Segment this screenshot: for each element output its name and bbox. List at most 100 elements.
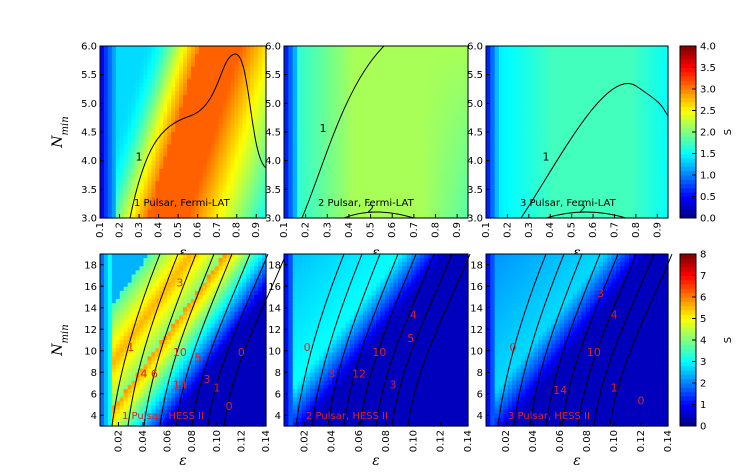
heatmap-cell [559, 99, 565, 104]
heatmap-cell [332, 115, 338, 121]
heatmap-cell [336, 74, 342, 80]
heatmap-cell [242, 205, 247, 211]
heatmap-cell [159, 107, 164, 113]
heatmap-cell [624, 119, 630, 125]
heatmap-cell [354, 127, 360, 133]
heatmap-cell [305, 86, 311, 92]
heatmap-cell [454, 197, 460, 203]
heatmap-cell [551, 119, 556, 125]
heatmap-cell [218, 119, 224, 125]
heatmap-cell [555, 181, 561, 186]
heatmap-cell [607, 111, 613, 117]
heatmap-cell [155, 62, 160, 68]
heatmap-cell [564, 197, 569, 203]
heatmap-cell [503, 164, 509, 170]
heatmap-cell [503, 111, 509, 117]
heatmap-cell [446, 115, 452, 121]
heatmap-cell [428, 103, 434, 109]
heatmap-cell [559, 213, 565, 219]
heatmap-cell [450, 144, 456, 149]
heatmap-cell [411, 123, 417, 129]
heatmap-cell [415, 144, 421, 149]
heatmap-cell [222, 103, 228, 109]
heatmap-cell [194, 115, 200, 121]
heatmap-cell [542, 62, 548, 68]
heatmap-cell [354, 78, 360, 84]
heatmap-cell [459, 168, 465, 174]
heatmap-cell [494, 70, 500, 76]
heatmap-cell [529, 185, 535, 190]
heatmap-cell [139, 74, 145, 80]
heatmap-cell [190, 201, 196, 207]
heatmap-cell [559, 160, 565, 166]
heatmap-cell [202, 66, 208, 72]
heatmap-cell [107, 66, 113, 72]
heatmap-cell [542, 70, 548, 76]
heatmap-cell [340, 160, 346, 166]
heatmap-cell [230, 115, 235, 121]
heatmap-cell [349, 103, 355, 109]
heatmap-cell [119, 103, 125, 109]
heatmap-cell [222, 136, 228, 141]
heatmap-cell [594, 136, 600, 141]
heatmap-cell [454, 181, 460, 186]
heatmap-cell [512, 99, 517, 104]
heatmap-cell [546, 115, 552, 121]
heatmap-cell [190, 46, 196, 51]
heatmap-cell [206, 189, 212, 195]
heatmap-cell [354, 189, 360, 195]
heatmap-cell [242, 78, 247, 84]
heatmap-cell [292, 132, 298, 137]
heatmap-cell [577, 140, 582, 145]
heatmap-cell [206, 205, 212, 211]
heatmap-cell [246, 123, 251, 129]
heatmap-cell [305, 156, 311, 162]
heatmap-cell [397, 172, 403, 178]
heatmap-cell [234, 185, 239, 190]
heatmap-cell [503, 123, 509, 129]
heatmap-cell [538, 46, 543, 51]
heatmap-cell [218, 54, 224, 59]
heatmap-cell [603, 201, 608, 207]
heatmap-cell [167, 66, 172, 72]
heatmap-cell [624, 160, 630, 166]
heatmap-cell [620, 99, 626, 104]
heatmap-cell [345, 82, 351, 88]
heatmap-cell [183, 185, 188, 190]
heatmap-cell [119, 140, 125, 145]
heatmap-cell [520, 148, 526, 154]
heatmap-cell [190, 62, 196, 68]
heatmap-cell [424, 74, 430, 80]
heatmap-cell [551, 111, 556, 117]
heatmap-cell [250, 136, 255, 141]
heatmap-cell [520, 185, 526, 190]
heatmap-cell [371, 160, 377, 166]
heatmap-cell [230, 46, 235, 51]
heatmap-cell [254, 54, 259, 59]
heatmap-cell [111, 140, 117, 145]
heatmap-cell [406, 160, 412, 166]
heatmap-cell [590, 86, 595, 92]
heatmap-cell [432, 197, 438, 203]
heatmap-cell [349, 70, 355, 76]
heatmap-cell [397, 205, 403, 211]
heatmap-cell [598, 74, 604, 80]
heatmap-cell [123, 50, 129, 55]
heatmap-cell [503, 205, 509, 211]
heatmap-cell [319, 185, 325, 190]
heatmap-cell [218, 66, 224, 72]
heatmap-cell [310, 58, 316, 63]
heatmap-cell [332, 62, 338, 68]
heatmap-cell [486, 160, 491, 166]
heatmap-cell [135, 127, 141, 133]
heatmap-cell [147, 103, 152, 109]
heatmap-cell [262, 99, 267, 104]
heatmap-cell [432, 74, 438, 80]
heatmap-cell [380, 164, 386, 170]
heatmap-cell [594, 82, 600, 88]
heatmap-cell [603, 58, 608, 63]
heatmap-cell [432, 164, 438, 170]
heatmap-cell [520, 132, 526, 137]
contour-label: 1 [136, 151, 143, 164]
heatmap-cell [577, 164, 582, 170]
